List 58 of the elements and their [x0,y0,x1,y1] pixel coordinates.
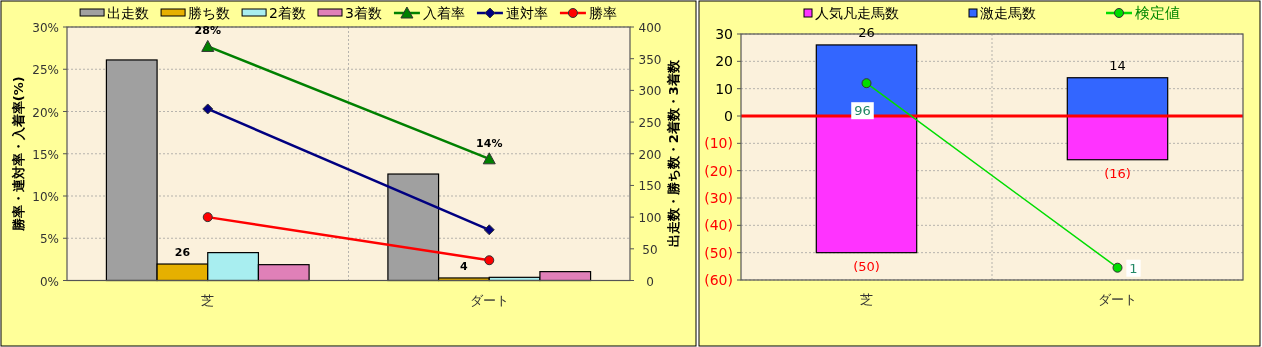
y2-tick-label: 200 [638,147,662,162]
y-tick-label: 0 [724,108,733,124]
data-label: 28% [194,24,221,38]
y2-tick-label: 400 [638,21,662,35]
y-tick-label: (60) [704,272,733,288]
y2-tick-label: 250 [638,116,662,131]
y-tick-label: 20% [32,105,59,120]
y2-tick-label: 0 [646,274,654,289]
y2-tick-label: 150 [638,179,662,194]
data-label: 26 [174,246,191,260]
legend-label: 連対率 [505,5,548,21]
legend-label: 出走数 [107,5,150,21]
y-tick-label: (30) [704,190,733,206]
point [482,152,496,165]
y2-tick-label: 50 [642,242,658,257]
x-tick-label: ダート [469,292,509,308]
y-tick-label: 30% [32,21,59,35]
y-tick-label: (40) [704,217,733,234]
y-tick-label: 20 [715,53,733,70]
y-tick-label: 30 [715,26,733,42]
y2-axis-title: 出走数・勝ち数・2着数・3着数 [666,59,681,248]
y2-tick-label: 100 [638,211,662,226]
point [202,103,214,115]
point [484,255,495,266]
data-label: 1 [1129,260,1138,276]
x-tick-label: 芝 [860,292,873,307]
point [201,39,215,52]
y-tick-label: 0% [39,274,59,289]
legend-label: 検定値 [1135,4,1180,22]
y2-tick-label: 350 [638,52,662,67]
y-tick-label: (10) [704,135,733,152]
data-label: 14% [476,136,503,150]
y-tick-label: 15% [32,147,59,162]
data-label: 14 [1109,57,1126,73]
point [202,212,213,223]
point [483,224,495,236]
legend-label: 2着数 [269,5,306,21]
y-tick-label: (50) [704,244,733,261]
data-label: (50) [853,258,880,274]
legend-label: 3着数 [345,5,382,21]
legend-label: 激走馬数 [980,5,1036,21]
y-tick-label: 10 [715,80,733,97]
data-label: 4 [460,259,469,273]
data-label: 26 [858,24,875,40]
y-tick-label: 10% [32,190,59,204]
legend-label: 勝率 [588,5,617,21]
y-tick-label: 5% [39,232,59,247]
y-tick-label: (20) [704,162,733,179]
y-axis-title: 勝率・連対率・入着率(%) [11,76,26,233]
y-tick-label: 25% [32,63,59,78]
x-tick-label: ダート [1098,292,1137,307]
x-tick-label: 芝 [201,292,215,308]
legend-label: 入着率 [422,5,465,21]
legend-label: 勝ち数 [188,5,231,21]
y2-tick-label: 300 [638,84,662,99]
data-label: 96 [854,103,871,119]
data-label: (16) [1104,165,1131,181]
legend-label: 人気凡走馬数 [815,5,899,21]
